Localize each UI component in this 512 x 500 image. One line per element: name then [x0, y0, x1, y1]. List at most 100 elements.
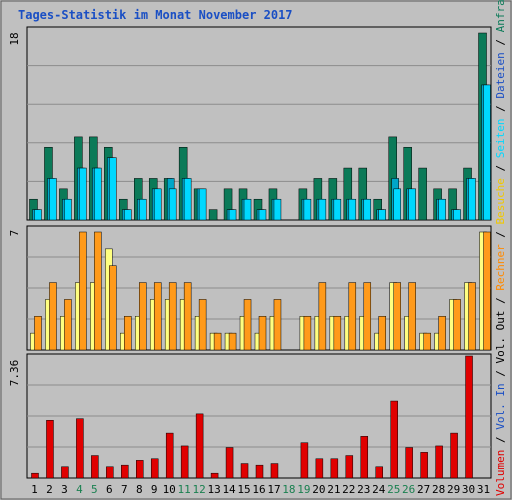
bar-seiten — [363, 198, 372, 221]
bar-rechner — [273, 299, 282, 351]
bar-rechner — [453, 299, 461, 351]
bar-rechner — [318, 282, 327, 351]
bar-volumen — [31, 472, 39, 479]
x-tick-label: 17 — [267, 483, 280, 496]
bar-volumen — [390, 400, 398, 479]
bar-volumen — [465, 355, 473, 479]
bar-seiten — [258, 209, 267, 221]
x-tick-label: 18 — [282, 483, 295, 496]
x-tick-label: 11 — [178, 483, 191, 496]
x-tick-label: 29 — [447, 483, 460, 496]
bar-rechner — [483, 231, 491, 351]
x-tick-label: 14 — [222, 483, 236, 496]
x-tick-label: 19 — [297, 483, 310, 496]
legend-entry: Vol. In — [494, 383, 507, 429]
bar-volumen — [195, 413, 204, 479]
chart-title: Tages-Statistik im Monat November 2017 — [18, 8, 293, 22]
bar-seiten — [94, 167, 102, 221]
bar-volumen — [136, 460, 144, 479]
y-max-label: 18 — [8, 32, 21, 45]
legend-entry: Dateien — [494, 52, 507, 98]
x-tick-label: 22 — [342, 483, 355, 496]
bar-rechner — [348, 282, 357, 351]
bar-seiten — [34, 209, 42, 221]
bar-seiten — [49, 178, 57, 221]
x-tick-label: 27 — [417, 483, 430, 496]
bar-seiten — [228, 209, 237, 221]
bar-anfragen — [418, 167, 427, 221]
bar-rechner — [423, 332, 431, 351]
bar-seiten — [273, 198, 282, 221]
bar-seiten — [64, 198, 72, 221]
bar-seiten — [378, 209, 386, 221]
bar-volumen — [106, 466, 114, 479]
bar-rechner — [303, 316, 312, 351]
bar-rechner — [124, 316, 132, 351]
x-tick-label: 6 — [106, 483, 113, 496]
x-tick-label: 9 — [151, 483, 158, 496]
x-tick-label: 10 — [163, 483, 176, 496]
bar-rechner — [468, 282, 476, 351]
legend-entry: / — [494, 291, 507, 311]
bar-rechner — [198, 299, 207, 351]
bar-volumen — [61, 466, 69, 479]
bar-volumen — [315, 458, 324, 479]
bar-seiten — [408, 188, 416, 221]
x-tick-label: 20 — [312, 483, 325, 496]
bar-rechner — [64, 299, 72, 351]
bar-rechner — [168, 282, 177, 351]
bar-rechner — [378, 316, 386, 351]
x-tick-label: 2 — [46, 483, 53, 496]
bar-volumen — [375, 466, 383, 479]
x-tick-label: 24 — [372, 483, 386, 496]
x-tick-label: 3 — [61, 483, 68, 496]
bar-seiten — [139, 198, 147, 221]
bar-rechner — [153, 282, 162, 351]
bar-seiten — [453, 209, 461, 221]
x-tick-label: 13 — [207, 483, 220, 496]
x-tick-label: 25 — [387, 483, 400, 496]
bar-volumen — [225, 447, 234, 479]
bar-seiten — [483, 84, 491, 221]
legend-entry: Besuche — [494, 178, 507, 224]
bar-seiten — [303, 198, 312, 221]
legend-entry: / — [494, 99, 507, 119]
bar-seiten — [438, 198, 446, 221]
bar-rechner — [109, 265, 117, 351]
x-tick-label: 31 — [477, 483, 490, 496]
x-tick-label: 1 — [31, 483, 38, 496]
bar-volumen — [405, 447, 413, 479]
legend-entry: / — [494, 430, 507, 450]
x-tick-label: 16 — [252, 483, 265, 496]
bar-seiten — [124, 209, 132, 221]
y-max-label: 7.36 — [8, 360, 21, 387]
bar-volumen — [91, 455, 99, 479]
bar-volumen — [46, 420, 54, 479]
bar-rechner — [213, 332, 222, 351]
bar-seiten — [168, 188, 177, 221]
bar-rechner — [49, 282, 57, 351]
bar-volumen — [420, 452, 428, 479]
bar-seiten — [153, 188, 162, 221]
x-tick-label: 12 — [193, 483, 206, 496]
x-tick-label: 28 — [432, 483, 445, 496]
bar-rechner — [34, 316, 42, 351]
bar-volumen — [210, 472, 219, 479]
bar-volumen — [150, 458, 159, 479]
x-tick-label: 30 — [462, 483, 475, 496]
bar-seiten — [109, 157, 117, 221]
bar-seiten — [183, 178, 192, 221]
bar-rechner — [139, 282, 147, 351]
bar-seiten — [468, 178, 476, 221]
x-tick-label: 26 — [402, 483, 415, 496]
y-max-label: 7 — [8, 230, 21, 237]
bar-rechner — [258, 316, 267, 351]
bar-seiten — [333, 198, 342, 221]
x-tick-label: 8 — [136, 483, 143, 496]
x-tick-label: 7 — [121, 483, 128, 496]
right-legend: Volumen / Vol. In / Vol. Out / Rechner /… — [494, 0, 507, 496]
bar-volumen — [300, 442, 309, 479]
